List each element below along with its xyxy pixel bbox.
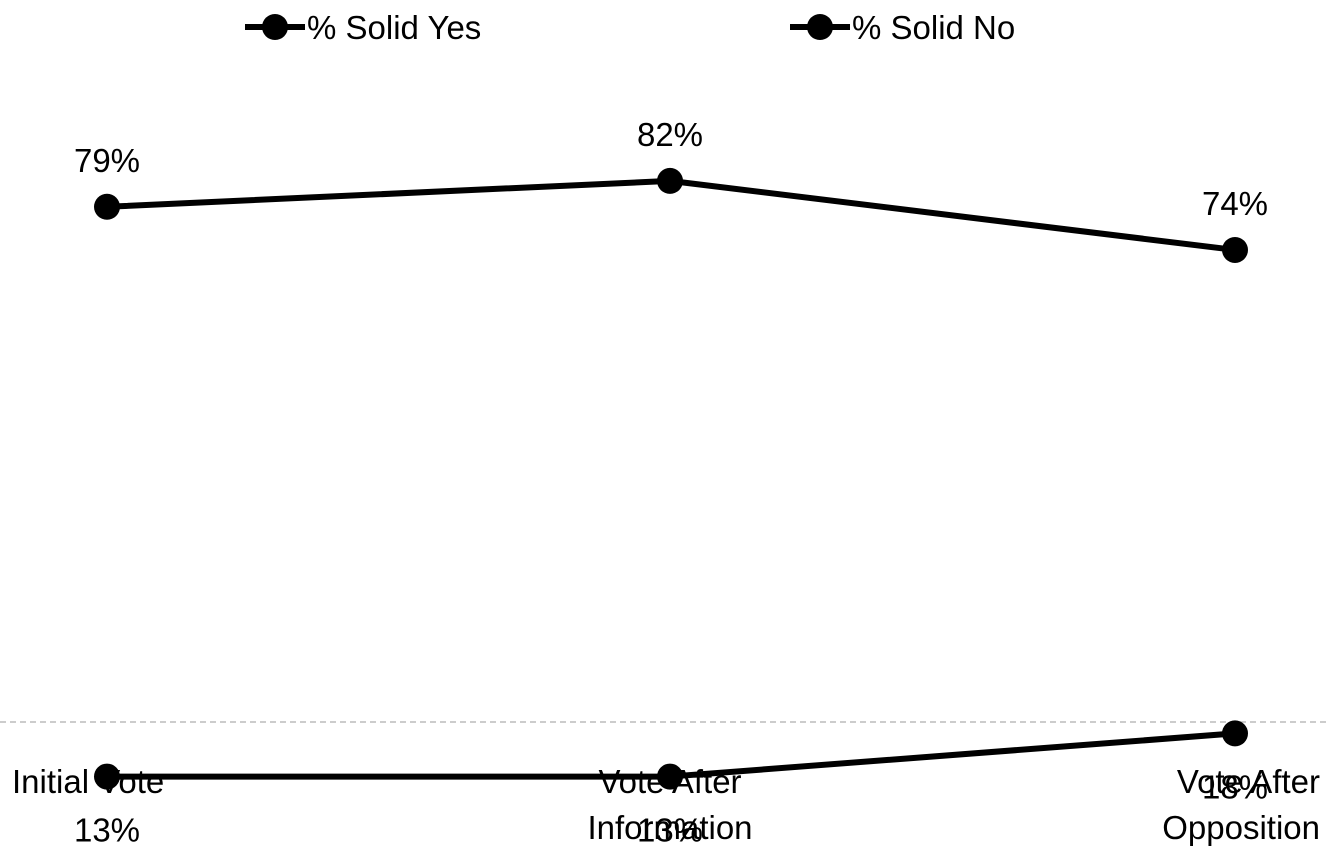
legend-item-2: % Solid No bbox=[790, 9, 1015, 46]
data-point-2-2 bbox=[657, 763, 683, 790]
data-point-2-1 bbox=[94, 763, 120, 790]
data-labels: 79% 82% 74% 13% 13% 18% bbox=[74, 116, 1268, 849]
legend-label-2: % Solid No bbox=[852, 9, 1015, 46]
legend: % Solid Yes % Solid No bbox=[245, 9, 1015, 46]
data-point-1-3 bbox=[1222, 236, 1248, 263]
legend-marker-1 bbox=[262, 14, 288, 40]
legend-item-1: % Solid Yes bbox=[245, 9, 481, 46]
data-label-2-1: 13% bbox=[74, 812, 140, 849]
category-label-2: Vote After Information bbox=[587, 763, 752, 846]
category-label-3: Vote After Opposition bbox=[1162, 763, 1320, 846]
data-point-2-3 bbox=[1222, 720, 1248, 747]
data-point-1-2 bbox=[657, 167, 683, 194]
category-label-1: Initial Vote bbox=[12, 763, 164, 800]
data-point-1-1 bbox=[94, 193, 120, 220]
series-layer bbox=[94, 167, 1248, 790]
data-label-2-2: 13% bbox=[637, 812, 703, 849]
legend-marker-2 bbox=[807, 14, 833, 40]
data-label-1-1: 79% bbox=[74, 142, 140, 179]
data-label-1-3: 74% bbox=[1202, 185, 1268, 222]
data-label-1-2: 82% bbox=[637, 116, 703, 153]
category-labels: Initial Vote Vote After Information Vote Af… bbox=[12, 763, 1320, 846]
legend-label-1: % Solid Yes bbox=[307, 9, 481, 46]
data-label-2-3: 18% bbox=[1202, 768, 1268, 805]
